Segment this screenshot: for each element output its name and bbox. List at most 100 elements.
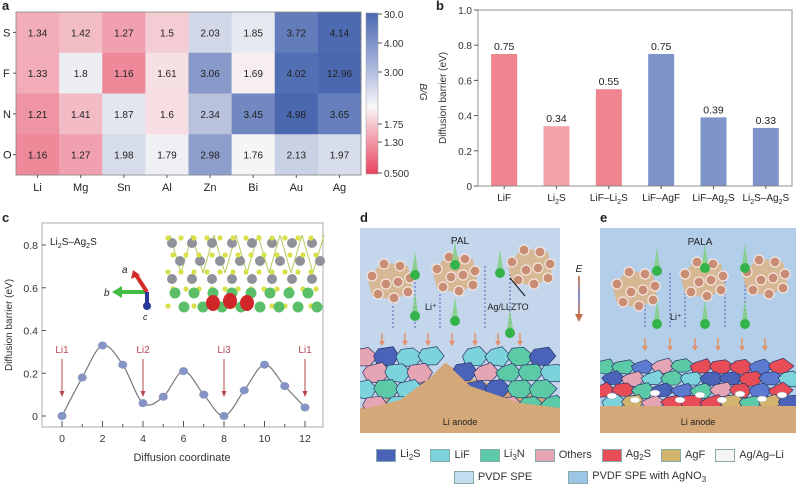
heatmap-cell <box>188 52 233 94</box>
pal-title: PAL <box>451 236 470 247</box>
data-point <box>138 399 148 408</box>
li-atom <box>283 287 295 299</box>
s-atom <box>196 252 202 258</box>
bar-value-label: 0.39 <box>703 104 724 116</box>
ag-nanoparticle <box>469 265 481 277</box>
ag-nanoparticle <box>777 282 789 294</box>
line-y-axis-label: Diffusion barrier (eV) <box>4 279 15 371</box>
bar-category-label: LiF–Ag2S <box>692 193 735 206</box>
li-ion <box>410 270 420 280</box>
sei-grain <box>484 379 512 399</box>
ag-nanoparticle <box>717 270 729 282</box>
line-x-axis-label: Diffusion coordinate <box>133 452 230 464</box>
heatmap-cell <box>102 12 146 54</box>
site-annotation: Li1 <box>55 345 69 356</box>
heatmap-cell <box>231 134 276 176</box>
ag-nanoparticle <box>518 244 530 256</box>
heatmap-row-label: O <box>3 150 12 162</box>
ag-li-alloy <box>734 390 746 398</box>
s-atom <box>165 235 171 241</box>
ag-nanoparticle <box>701 290 713 302</box>
li-atom <box>169 287 181 299</box>
ag-li-alloy <box>694 391 706 399</box>
site-annotation: Li2 <box>136 345 150 356</box>
ag-nanoparticle <box>649 280 661 292</box>
li-atom <box>302 287 314 299</box>
heatmap-value-label: 2.98 <box>200 151 220 162</box>
s-atom <box>256 269 262 275</box>
data-point <box>77 373 87 382</box>
data-point <box>118 360 128 369</box>
li-atom <box>178 301 190 313</box>
ag-nanoparticle <box>437 281 449 293</box>
heatmap-cell <box>16 93 60 135</box>
bar-category-label: Li2S <box>547 193 566 206</box>
schematic-pal: PAL Li⁺ Ag/LLZTO Li anode <box>360 228 560 433</box>
data-point <box>300 403 310 412</box>
legend-swatch <box>430 448 451 462</box>
ag-nanoparticle <box>715 284 727 296</box>
ag-atom <box>207 238 217 248</box>
ag-nanoparticle <box>637 284 649 296</box>
heatmap-chart: 1.34 1.42 1.27 1.5 2.03 1.85 3.72 4.14 1.33 1.8 1.… <box>3 10 428 194</box>
li-ion <box>495 268 505 278</box>
bar-y-tick-label: 1.0 <box>458 6 472 17</box>
colorbar-tick-label: 3.00 <box>384 68 404 79</box>
ag-nanoparticle <box>431 263 443 275</box>
s-atom <box>178 235 184 241</box>
ag-nanoparticle <box>534 246 546 258</box>
li-ion-label-e: Li⁺ <box>670 312 682 322</box>
ag-li-alloy <box>756 395 768 403</box>
legend-swatch <box>376 448 397 462</box>
ag-nanoparticle <box>647 294 659 306</box>
bar-y-tick-label: 0.8 <box>458 41 472 52</box>
legend-label: PVDF SPE <box>477 471 533 483</box>
heatmap-cell <box>188 12 233 54</box>
ag-atom <box>255 256 265 266</box>
heatmap-row-label: N <box>3 109 11 121</box>
heatmap-cell <box>188 93 233 135</box>
ag-nanoparticle <box>388 292 400 304</box>
schematic-pala: PALA Li⁺ Li anode <box>600 228 796 433</box>
ag-atom <box>307 274 317 284</box>
arrow-head-icon <box>302 391 308 397</box>
ag-atom <box>207 274 217 284</box>
li-diffusion-path <box>223 293 237 309</box>
ag-nanoparticle <box>506 256 518 268</box>
crystal-axes-icon: a b c <box>104 265 151 322</box>
bar <box>648 54 675 186</box>
line-x-tick-label: 2 <box>100 433 106 445</box>
heatmap-row-label: S <box>3 27 10 39</box>
sei-grain <box>660 370 686 386</box>
ag-atom <box>287 238 297 248</box>
s-atom <box>282 235 288 241</box>
legend-swatch <box>479 448 500 462</box>
ag-atom <box>215 256 225 266</box>
ag-nanoparticle <box>366 270 378 282</box>
ag-nanoparticle <box>532 262 544 274</box>
li-atom <box>292 301 304 313</box>
colorbar-tick-label: 4.00 <box>384 39 404 50</box>
ag-nanoparticle <box>691 256 703 268</box>
heatmap-cell <box>274 52 319 94</box>
legend-item: Ag2S <box>601 448 651 462</box>
heatmap-value-label: 1.27 <box>114 28 134 39</box>
heatmap-value-label: 1.16 <box>114 69 134 80</box>
sei-grain <box>417 346 445 366</box>
heatmap-cell <box>59 93 103 135</box>
ag-atom <box>187 274 197 284</box>
heatmap-row-label: F <box>3 68 10 80</box>
legend-label: Ag/Ag–Li <box>739 449 784 461</box>
s-atom <box>217 269 223 275</box>
s-atom <box>313 286 319 292</box>
ag-nanoparticle <box>755 274 767 286</box>
heatmap-value-label: 2.34 <box>200 110 220 121</box>
s-atom <box>308 235 314 241</box>
ag-nanoparticle <box>679 268 691 280</box>
line-y-tick-label: 0.4 <box>23 326 38 338</box>
heatmap-value-label: 1.34 <box>28 28 48 39</box>
heatmap-value-label: 1.87 <box>114 110 134 121</box>
panel-label-a: a <box>2 0 10 13</box>
li-ion <box>740 263 750 273</box>
ag-atom <box>267 238 277 248</box>
